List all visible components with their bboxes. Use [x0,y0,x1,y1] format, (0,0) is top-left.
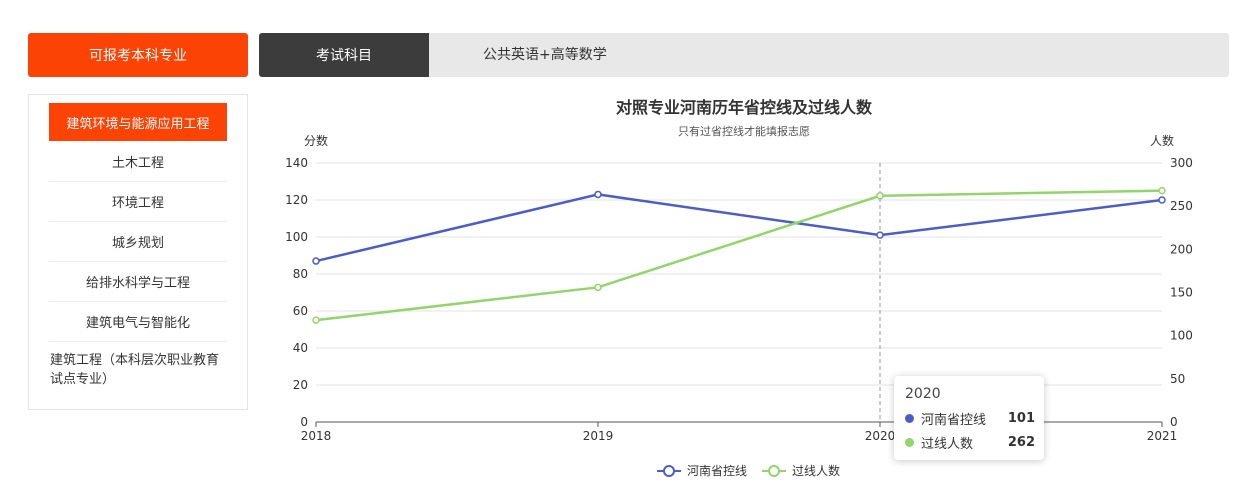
left-tick-label: 100 [285,230,308,244]
sidebar-item-civil-engineering[interactable]: 土木工程 [49,142,227,182]
left-axis-label: 分数 [304,133,328,148]
tooltip-row-pass-count: 过线人数 262 [905,432,1035,452]
sidebar-item-building-engineering-vocational[interactable]: 建筑工程（本科层次职业教育试点专业） [50,353,220,387]
x-tick-label: 2018 [301,429,332,443]
series-line [315,193,1163,263]
sidebar-item-environmental-engineering[interactable]: 环境工程 [49,182,227,222]
legend-label: 河南省控线 [687,463,747,478]
legend-label: 过线人数 [792,463,840,478]
legend: 河南省控线 过线人数 [657,463,840,478]
x-tick-label: 2020 [865,429,896,443]
sidebar-item-urban-planning[interactable]: 城乡规划 [49,222,227,262]
data-point [312,257,320,265]
right-tick-label: 300 [1170,156,1193,170]
right-tick-label: 0 [1170,415,1178,429]
tooltip-series-name: 河南省控线 [921,412,987,428]
legend-marker-icon [663,465,675,477]
exam-subject-bar: 考试科目 公共英语+高等数学 [259,33,1229,77]
axes: 0 20 40 60 80 100 120 140 0 50 100 150 200 250 300 2018… [285,156,1193,443]
tooltip-series-value: 262 [1007,434,1035,450]
series-dot-icon [905,437,914,447]
sidebar-item-building-environment[interactable]: 建筑环境与能源应用工程 [49,103,227,141]
left-tick-label: 120 [285,193,308,207]
major-list-header: 可报考本科专业 [28,33,248,77]
x-tick-label: 2021 [1147,429,1178,443]
left-tick-label: 80 [293,267,308,281]
sidebar-item-building-electrical[interactable]: 建筑电气与智能化 [49,302,227,342]
x-tick-label: 2019 [583,429,614,443]
data-point [1158,186,1166,195]
data-point [1158,196,1166,204]
series-line [315,189,1163,322]
tooltip-series-value: 101 [1007,410,1035,426]
tooltip: 2020 河南省控线 101 过线人数 262 [894,376,1044,460]
plot-area [312,186,1166,324]
major-list: 建筑环境与能源应用工程 土木工程 环境工程 城乡规划 给排水科学与工程 建筑电气… [28,94,248,410]
chart-title: 对照专业河南历年省控线及过线人数 [616,98,873,117]
tab-exam-subjects[interactable]: 考试科目 [259,33,429,77]
data-point [876,192,884,200]
right-tick-label: 50 [1170,372,1185,386]
left-tick-label: 20 [293,378,308,392]
tooltip-title: 2020 [905,386,941,402]
right-tick-label: 150 [1170,286,1193,300]
right-tick-label: 250 [1170,199,1193,213]
data-point [594,283,602,292]
data-point [312,316,320,324]
data-point [594,190,602,199]
data-point [876,231,884,239]
left-tick-label: 40 [293,341,308,355]
series-dot-icon [905,413,914,423]
legend-marker-icon [768,465,780,477]
right-tick-label: 200 [1170,242,1193,256]
right-tick-label: 100 [1170,329,1193,343]
left-tick-label: 60 [293,304,308,318]
left-tick-label: 0 [300,415,308,429]
sidebar-item-water-supply[interactable]: 给排水科学与工程 [49,262,227,302]
chart-subtitle: 只有过省控线才能填报志愿 [678,124,810,138]
left-tick-label: 140 [285,156,308,170]
tooltip-row-control-line: 河南省控线 101 [905,408,1035,428]
tooltip-series-name: 过线人数 [921,436,974,452]
exam-subjects-value: 公共英语+高等数学 [483,47,607,63]
right-axis-label: 人数 [1150,133,1174,148]
